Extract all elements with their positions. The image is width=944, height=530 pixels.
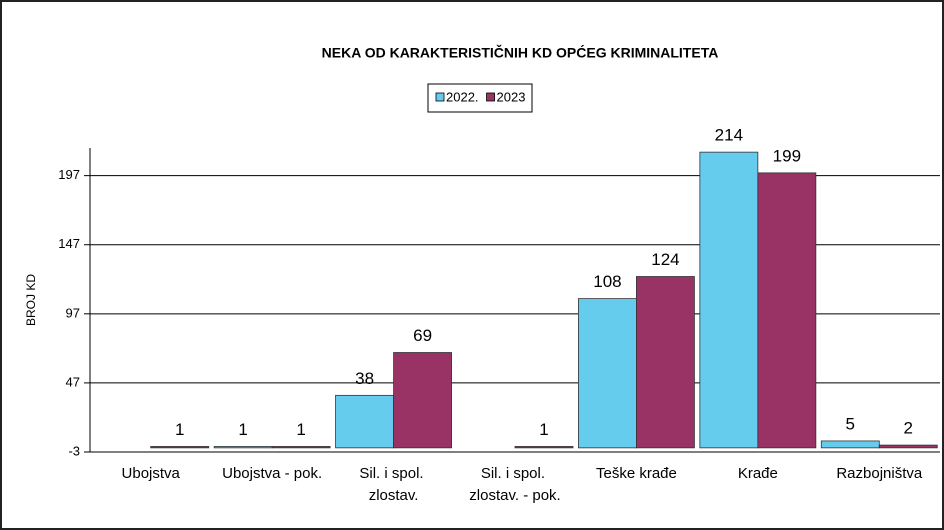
value-label: 38 xyxy=(355,369,374,388)
value-label: 199 xyxy=(773,146,801,165)
bar xyxy=(393,352,452,449)
chart-title: NEKA OD KARAKTERISTIČNIH KD OPĆEG KRIMIN… xyxy=(322,44,719,61)
y-tick-label: 97 xyxy=(66,305,80,320)
x-tick-line: Krađe xyxy=(738,465,778,482)
x-tick-label: Teške krađe xyxy=(596,465,677,482)
bar xyxy=(578,298,637,449)
value-label: 1 xyxy=(296,420,305,439)
x-tick-line: Ubojstva xyxy=(122,465,181,482)
legend: 2022. 2023 xyxy=(427,83,533,113)
x-tick-label: Sil. i spol. zlostav. xyxy=(359,465,427,504)
x-tick-line: Sil. i spol. xyxy=(359,465,427,482)
bar xyxy=(335,394,394,449)
bar xyxy=(757,172,817,449)
bar xyxy=(271,446,331,449)
y-tick-label: 197 xyxy=(58,167,80,182)
y-tick-label: 47 xyxy=(66,374,80,389)
value-label: 69 xyxy=(413,326,432,345)
y-tick-label: -3 xyxy=(68,443,80,458)
value-label: 1 xyxy=(175,420,184,439)
value-label: 108 xyxy=(593,272,621,291)
x-tick-label: Ubojstva xyxy=(122,465,181,482)
legend-swatch xyxy=(435,92,445,102)
x-tick-line: Teške krađe xyxy=(596,465,677,482)
x-tick-line: Sil. i spol. xyxy=(481,465,549,482)
bar xyxy=(150,446,210,449)
x-tick-line: Ubojstva - pok. xyxy=(222,465,322,482)
legend-box xyxy=(427,83,533,113)
x-tick-label: Ubojstva - pok. xyxy=(222,465,322,482)
bar xyxy=(636,276,695,449)
value-label: 2 xyxy=(904,419,913,438)
x-tick-line: zlostav. xyxy=(369,487,419,504)
value-label: 5 xyxy=(846,414,855,433)
value-label: 214 xyxy=(715,126,743,145)
legend-label: 2023 xyxy=(497,89,526,104)
y-tick-label: 147 xyxy=(58,236,80,251)
value-label: 1 xyxy=(539,420,548,439)
x-tick-label: Razbojništva xyxy=(836,465,923,482)
legend-swatch xyxy=(486,92,495,102)
value-label: 1 xyxy=(238,420,247,439)
value-label: 124 xyxy=(651,250,679,269)
bar xyxy=(213,446,273,449)
x-tick-line: Razbojništva xyxy=(836,465,923,482)
bar xyxy=(820,440,880,449)
x-tick-label: Krađe xyxy=(738,465,778,482)
x-tick-label: Sil. i spol. zlostav. - pok. xyxy=(469,465,560,504)
y-axis-title: BROJ KD xyxy=(24,274,38,326)
bar xyxy=(878,444,938,449)
bar xyxy=(699,151,759,449)
bar xyxy=(514,446,574,449)
x-tick-line: zlostav. - pok. xyxy=(469,487,560,504)
legend-label: 2022. xyxy=(446,89,479,104)
